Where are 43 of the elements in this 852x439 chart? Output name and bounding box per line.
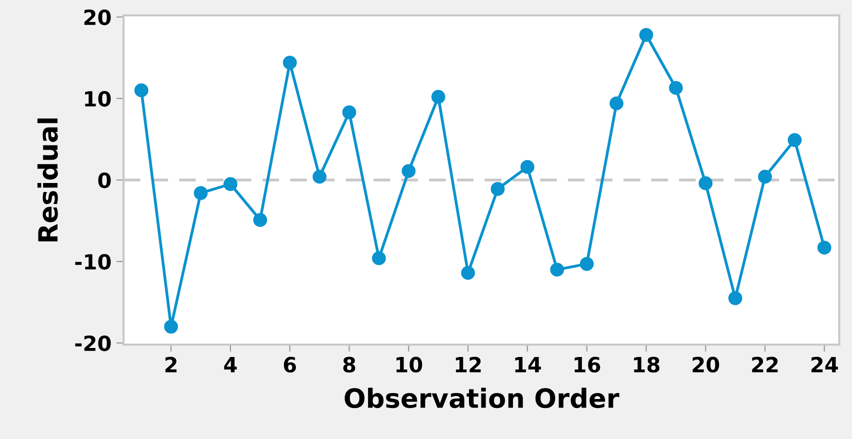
point bbox=[580, 256, 594, 271]
point bbox=[253, 212, 268, 227]
point bbox=[728, 291, 742, 306]
x-tick-label: 10 bbox=[396, 356, 422, 373]
x-tick-label: 4 bbox=[224, 357, 237, 372]
y-tick-label: 0 bbox=[98, 172, 111, 188]
point bbox=[312, 170, 326, 184]
point bbox=[461, 266, 475, 280]
x-axis-title: Observation Order bbox=[344, 388, 620, 408]
x-tick-label: 8 bbox=[343, 356, 356, 373]
x-tick-label: 12 bbox=[456, 356, 481, 372]
point bbox=[372, 251, 386, 266]
x-tick-label: 16 bbox=[574, 356, 600, 373]
x-tick-label: 2 bbox=[165, 356, 176, 372]
x-tick-label: 18 bbox=[634, 356, 660, 373]
y-tick-label: -20 bbox=[75, 335, 111, 352]
point bbox=[758, 170, 772, 184]
x-tick-label: 6 bbox=[284, 356, 296, 373]
point bbox=[431, 90, 446, 104]
point bbox=[134, 83, 148, 98]
y-axis-title: Residual bbox=[37, 118, 58, 242]
point bbox=[402, 164, 416, 178]
point bbox=[520, 160, 534, 174]
point bbox=[194, 186, 208, 200]
x-tick-label: 24 bbox=[812, 356, 838, 372]
point bbox=[639, 28, 654, 42]
x-tick-label: 20 bbox=[692, 356, 720, 373]
point bbox=[610, 96, 624, 110]
point bbox=[668, 80, 683, 95]
point bbox=[342, 105, 356, 120]
point bbox=[224, 177, 238, 192]
y-tick-label: 10 bbox=[85, 90, 111, 107]
y-tick-label: -10 bbox=[75, 254, 111, 270]
x-tick-label: 14 bbox=[515, 357, 541, 372]
y-tick-label: 20 bbox=[84, 9, 111, 26]
point bbox=[550, 262, 564, 277]
x-tick-label: 22 bbox=[752, 356, 778, 372]
point bbox=[698, 176, 713, 190]
point bbox=[282, 56, 297, 70]
point bbox=[164, 320, 178, 334]
point bbox=[490, 182, 505, 196]
point bbox=[788, 133, 802, 147]
point bbox=[817, 240, 832, 255]
